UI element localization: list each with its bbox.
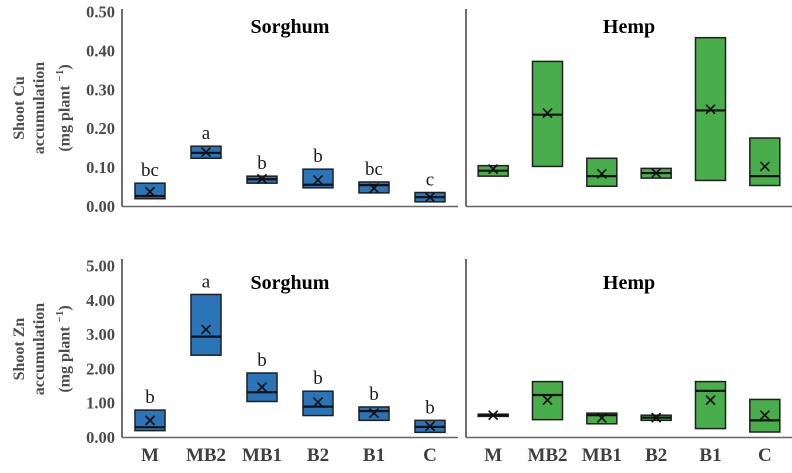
x-category-label-B1: B1	[699, 445, 721, 466]
significance-letter-MB2: a	[202, 123, 211, 144]
box-MB1	[586, 157, 618, 188]
panel-title: Hemp	[603, 272, 655, 294]
mean-marker-B1	[705, 395, 716, 406]
significance-letter-MB1: b	[257, 350, 267, 371]
mean-marker-MB2	[542, 108, 553, 119]
box-MB2	[190, 293, 222, 356]
box-B1	[694, 380, 727, 430]
mean-marker-C	[424, 192, 436, 203]
panel-title: Sorghum	[251, 272, 330, 294]
mean-marker-MB2	[542, 395, 553, 406]
x-category-label-MB1: MB1	[242, 445, 282, 466]
x-category-label-C: C	[758, 445, 772, 466]
y-tick-label: 0.20	[86, 119, 115, 138]
y-tick-label: 0.40	[86, 41, 115, 60]
mean-marker-B1	[368, 183, 380, 194]
y-tick-label: 2.00	[86, 359, 115, 378]
mean-marker-B2	[651, 167, 662, 179]
mean-marker-M	[144, 186, 156, 197]
y-tick-label: 0.00	[86, 197, 115, 216]
mean-marker-B1	[368, 408, 380, 419]
mean-marker-MB2	[200, 324, 212, 335]
significance-letter-MB2: a	[202, 271, 211, 292]
y-tick-label: 0.00	[86, 428, 115, 447]
mean-marker-M	[144, 415, 156, 426]
box-C	[749, 137, 781, 187]
significance-letter-MB1: b	[257, 153, 267, 174]
significance-letter-B2: b	[313, 146, 323, 167]
significance-letter-M: b	[145, 387, 155, 408]
x-category-label-C: C	[423, 445, 437, 466]
x-category-label-B2: B2	[307, 445, 329, 466]
significance-letter-C: b	[425, 397, 435, 418]
mean-marker-MB1	[596, 412, 607, 424]
y-tick-label: 0.50	[86, 3, 115, 22]
significance-letter-M: bc	[141, 160, 159, 181]
mean-marker-M	[488, 410, 499, 421]
mean-marker-C	[759, 410, 770, 421]
panel-title: Sorghum	[251, 16, 330, 38]
mean-marker-MB1	[256, 381, 268, 393]
significance-letter-C: c	[426, 169, 434, 190]
panel-title: Hemp	[603, 16, 655, 38]
box-B2	[302, 168, 334, 189]
y-tick-label: 0.10	[86, 158, 115, 177]
y-tick-label: 1.00	[86, 394, 115, 413]
mean-marker-B1	[705, 104, 716, 115]
y-tick-label: 4.00	[86, 291, 115, 310]
significance-letter-B1: b	[369, 384, 379, 405]
x-category-label-B2: B2	[645, 445, 667, 466]
x-category-label-M: M	[141, 445, 159, 466]
mean-marker-B2	[312, 397, 324, 408]
x-category-label-MB1: MB1	[582, 445, 622, 466]
mean-marker-C	[759, 161, 770, 172]
y-tick-label: 0.30	[86, 80, 115, 99]
mean-marker-MB1	[596, 168, 607, 179]
x-category-label-MB2: MB2	[527, 445, 567, 466]
y-tick-label: 3.00	[86, 325, 115, 344]
mean-marker-M	[488, 164, 499, 175]
significance-letter-B1: bc	[365, 159, 383, 180]
mean-marker-B2	[651, 412, 662, 423]
x-category-label-MB2: MB2	[186, 445, 226, 466]
mean-marker-MB2	[200, 146, 212, 158]
y-tick-label: 5.00	[86, 257, 115, 276]
mean-marker-C	[424, 421, 436, 432]
mean-marker-MB1	[256, 173, 268, 184]
x-category-label-M: M	[484, 445, 502, 466]
x-category-label-B1: B1	[363, 445, 385, 466]
mean-marker-B2	[312, 174, 324, 186]
significance-letter-B2: b	[313, 368, 323, 389]
